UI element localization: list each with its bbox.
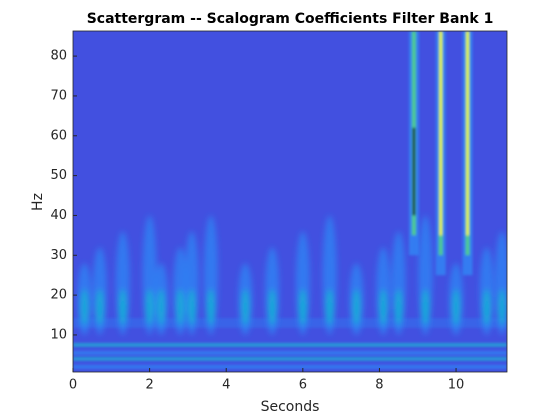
chart-title: Scattergram -- Scalogram Coefficients Fi… [87, 11, 494, 27]
band [73, 356, 507, 361]
band [73, 364, 507, 369]
burst-core [95, 289, 104, 326]
burst-core [176, 289, 185, 326]
burst-core [80, 289, 89, 326]
x-tick-label: 8 [375, 378, 383, 393]
burst-core [379, 289, 388, 326]
burst-core [187, 289, 196, 326]
burst-core [394, 289, 403, 326]
x-tick-label: 0 [69, 378, 77, 393]
axes-box [72, 30, 508, 373]
burst-core [482, 289, 491, 326]
x-tick-label: 10 [448, 378, 465, 393]
burst-core [325, 289, 334, 326]
burst-core [241, 289, 250, 326]
y-tick-label: 10 [50, 327, 67, 342]
y-tick-label: 40 [50, 208, 67, 223]
y-tick-label: 20 [50, 288, 67, 303]
bands [73, 318, 507, 369]
burst-core [118, 289, 127, 326]
y-tick-label: 30 [50, 248, 67, 263]
x-axis-label: Seconds [261, 399, 320, 415]
burst-core [421, 289, 430, 326]
x-tick-label: 6 [299, 378, 307, 393]
transients [408, 31, 473, 276]
burst-core [498, 289, 507, 326]
y-tick-label: 70 [50, 88, 67, 103]
transient-peak [412, 127, 416, 216]
band [73, 350, 507, 355]
scalogram-image [73, 31, 507, 372]
burst-core [298, 289, 307, 326]
burst-core [145, 289, 154, 326]
y-axis-label: Hz [30, 193, 46, 211]
bursts [77, 215, 507, 335]
band [73, 342, 507, 347]
transient-peak [439, 31, 442, 236]
y-tick-label: 80 [50, 49, 67, 64]
y-tick-label: 50 [50, 168, 67, 183]
y-tick-label: 60 [50, 128, 67, 143]
burst-core [157, 289, 166, 326]
transient-peak [466, 31, 469, 236]
x-tick-label: 4 [222, 378, 230, 393]
x-tick-label: 2 [145, 378, 153, 393]
burst-core [352, 289, 361, 326]
burst-core [452, 289, 461, 326]
burst-core [206, 289, 215, 326]
band [73, 318, 507, 329]
burst-core [268, 289, 277, 326]
